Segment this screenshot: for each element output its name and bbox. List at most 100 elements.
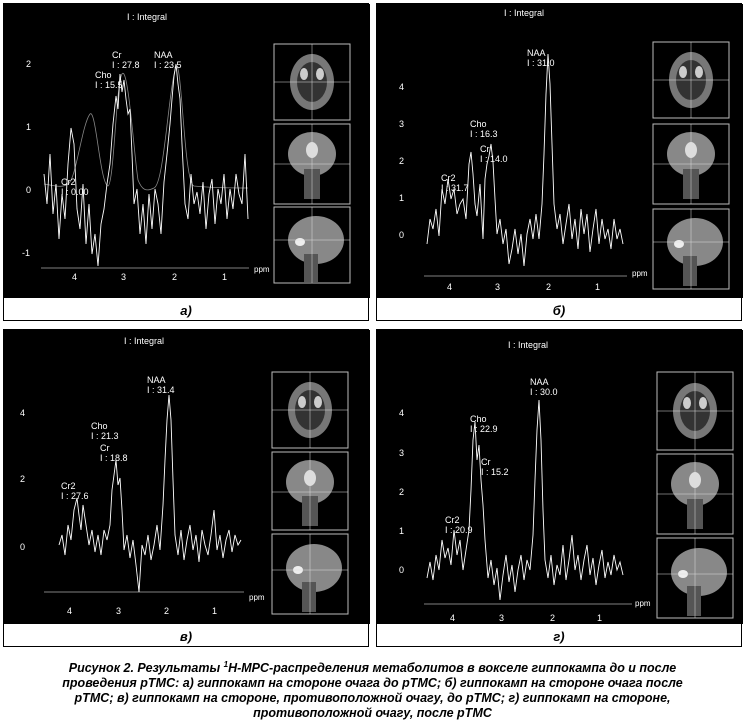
y-tick-label: 3 <box>399 119 404 129</box>
integral-header: I : Integral <box>508 340 548 350</box>
caption-line-3: рТМС; в) гиппокамп на стороне, противопо… <box>74 691 671 706</box>
peak-integral-cho: I : 15.5 <box>95 80 123 90</box>
spectrum-trace <box>426 53 624 267</box>
caption-line-2: проведения рТМС: а) гиппокамп на стороне… <box>62 676 683 691</box>
y-tick-label: 1 <box>399 526 404 536</box>
caption-line-1-pre: Рисунок 2. Результаты <box>68 661 224 676</box>
y-tick-label: 2 <box>26 59 31 69</box>
mri-coronal-thumbnail <box>273 123 351 205</box>
x-unit-label: ppm <box>635 599 651 608</box>
mri-coronal-thumbnail <box>656 453 734 535</box>
peak-integral-cr: I : 27.8 <box>112 60 140 70</box>
mri-coronal-thumbnail <box>652 123 730 205</box>
peak-label-cr: Cr <box>112 50 122 60</box>
peak-integral-cho: I : 22.9 <box>470 424 498 434</box>
spectrum-trace <box>43 63 249 267</box>
peak-integral-cr: I : 14.0 <box>480 154 508 164</box>
spectrum-figure-g: I : Integral 4 3 2 1 0 4 3 2 1 ppm NAA I… <box>377 330 743 624</box>
spectrum-trace <box>58 394 242 593</box>
peak-integral-cr2: I : 31.7 <box>441 183 469 193</box>
caption-line-1-post: Н-МРС-распределения метаболитов в воксел… <box>228 661 677 676</box>
peak-label-naa: NAA <box>147 375 166 385</box>
peak-integral-cho: I : 16.3 <box>470 129 498 139</box>
y-tick-label: 2 <box>399 156 404 166</box>
peak-integral-naa: I : 23.5 <box>154 60 182 70</box>
mri-axial-thumbnail <box>652 41 730 119</box>
spectrum-figure-b: I : Integral 4 3 2 1 0 4 3 2 1 ppm NAA I… <box>377 4 743 298</box>
x-tick-label: 3 <box>495 282 500 292</box>
y-tick-label: 4 <box>399 82 404 92</box>
x-tick-label: 4 <box>450 613 455 623</box>
x-tick-label: 4 <box>67 606 72 616</box>
caption-superscript: 1 <box>223 660 229 669</box>
mri-coronal-thumbnail <box>271 451 349 531</box>
peak-label-cr2: Cr2 <box>61 177 76 187</box>
peak-label-cho: Cho <box>91 421 108 431</box>
integral-header: I : Integral <box>504 8 544 18</box>
panel-label: а) <box>180 303 192 318</box>
x-tick-label: 1 <box>597 613 602 623</box>
peak-integral-cr: I : 15.2 <box>481 467 509 477</box>
x-unit-label: ppm <box>632 269 648 278</box>
peak-integral-cr2: I : 0.00 <box>61 187 89 197</box>
x-tick-label: 1 <box>222 272 227 282</box>
mri-sagittal-thumbnail <box>656 537 734 619</box>
y-tick-label: 1 <box>399 193 404 203</box>
y-tick-label: 2 <box>399 487 404 497</box>
y-tick-label: 0 <box>20 542 25 552</box>
peak-label-cr2: Cr2 <box>61 481 76 491</box>
x-tick-label: 4 <box>447 282 452 292</box>
x-tick-label: 2 <box>172 272 177 282</box>
x-unit-label: ppm <box>254 265 270 274</box>
peak-label-cr: Cr <box>480 144 490 154</box>
peak-integral-cr2: I : 20.9 <box>445 525 473 535</box>
y-tick-label: -1 <box>22 248 30 258</box>
x-tick-label: 3 <box>121 272 126 282</box>
x-tick-label: 4 <box>72 272 77 282</box>
peak-label-cr2: Cr2 <box>445 515 460 525</box>
spectrum-panel-g: I : Integral 4 3 2 1 0 4 3 2 1 ppm NAA I… <box>376 329 743 647</box>
peak-label-naa: NAA <box>154 50 173 60</box>
y-tick-label: 1 <box>26 122 31 132</box>
x-tick-label: 1 <box>595 282 600 292</box>
integral-header: I : Integral <box>127 12 167 22</box>
peak-integral-cr2: I : 27.6 <box>61 491 89 501</box>
peak-integral-naa: I : 30.0 <box>530 387 558 397</box>
panel-label: г) <box>553 629 565 644</box>
peak-label-cr2: Cr2 <box>441 173 456 183</box>
peak-label-cho: Cho <box>470 119 487 129</box>
baseline-fit-curve <box>43 65 249 191</box>
mri-axial-thumbnail <box>656 371 734 451</box>
y-tick-label: 0 <box>399 230 404 240</box>
panel-label: б) <box>552 303 566 318</box>
mri-sagittal-thumbnail <box>273 206 351 284</box>
y-tick-label: 0 <box>399 565 404 575</box>
mri-sagittal-thumbnail <box>271 533 349 615</box>
x-tick-label: 2 <box>546 282 551 292</box>
peak-label-naa: NAA <box>530 377 549 387</box>
panel-label: в) <box>179 629 193 644</box>
mri-axial-thumbnail <box>273 43 351 121</box>
x-tick-label: 3 <box>499 613 504 623</box>
peak-integral-cho: I : 21.3 <box>91 431 119 441</box>
x-unit-label: ppm <box>249 593 265 602</box>
spectrum-figure-v: I : Integral 4 2 0 4 3 2 1 ppm NAA I : 3… <box>4 330 370 624</box>
spectrum-panel-b: I : Integral 4 3 2 1 0 4 3 2 1 ppm NAA I… <box>376 3 743 321</box>
x-tick-label: 1 <box>212 606 217 616</box>
spectrum-panel-v: I : Integral 4 2 0 4 3 2 1 ppm NAA I : 3… <box>3 329 370 647</box>
peak-label-cho: Cho <box>95 70 112 80</box>
spectrum-panel-a: I : Integral 2 1 0 -1 4 3 2 1 ppm Cr I :… <box>3 3 370 321</box>
peak-label-cho: Cho <box>470 414 487 424</box>
spectrum-figure-a: I : Integral 2 1 0 -1 4 3 2 1 ppm Cr I :… <box>4 4 370 298</box>
x-tick-label: 3 <box>116 606 121 616</box>
y-tick-label: 0 <box>26 185 31 195</box>
caption-line-1: Рисунок 2. Результаты 1Н-МРС-распределен… <box>0 657 745 676</box>
x-tick-label: 2 <box>550 613 555 623</box>
peak-label-naa: NAA <box>527 48 546 58</box>
y-tick-label: 3 <box>399 448 404 458</box>
y-tick-label: 4 <box>20 408 25 418</box>
mri-sagittal-thumbnail <box>652 208 730 290</box>
x-tick-label: 2 <box>164 606 169 616</box>
mri-axial-thumbnail <box>271 371 349 449</box>
y-tick-label: 2 <box>20 474 25 484</box>
